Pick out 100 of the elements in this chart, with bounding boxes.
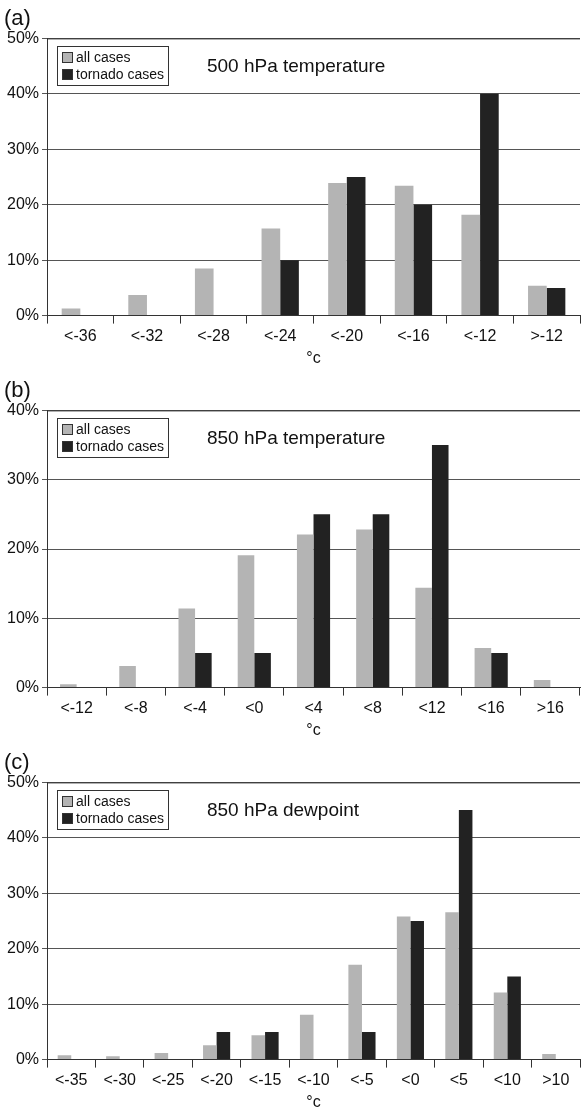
x-axis-title: °c bbox=[306, 720, 321, 738]
y-tick-label: 20% bbox=[6, 195, 40, 213]
x-tick-label: <16 bbox=[477, 698, 505, 716]
x-tick-label: <-25 bbox=[151, 1070, 185, 1088]
bar bbox=[194, 268, 214, 316]
bar bbox=[106, 1056, 120, 1060]
chart-title: (c) bbox=[4, 749, 30, 775]
bar bbox=[216, 1031, 231, 1060]
bar bbox=[361, 1031, 376, 1060]
x-tick-label: >-12 bbox=[530, 326, 564, 344]
bar bbox=[491, 652, 508, 688]
x-tick-label: <-20 bbox=[200, 1070, 233, 1088]
bar bbox=[265, 1031, 279, 1060]
x-tick-label: >16 bbox=[536, 698, 565, 716]
y-tick-label: 20% bbox=[6, 539, 40, 557]
x-tick-label: <-16 bbox=[397, 326, 430, 344]
bar bbox=[195, 652, 212, 688]
y-tick-label: 40% bbox=[6, 828, 40, 846]
text: 500 hPa temperature bbox=[206, 54, 386, 76]
y-tick-label: 0% bbox=[15, 678, 40, 696]
bar bbox=[178, 608, 196, 688]
bar bbox=[203, 1045, 217, 1060]
chart-title: (b) bbox=[4, 377, 31, 403]
x-tick-label: <-12 bbox=[60, 698, 93, 716]
bar bbox=[313, 514, 331, 688]
bar bbox=[328, 183, 347, 316]
y-tick-label: 0% bbox=[15, 1050, 40, 1068]
bar bbox=[346, 177, 366, 316]
x-tick-label: <-8 bbox=[124, 698, 148, 716]
x-tick-label: <0 bbox=[401, 1070, 420, 1088]
bar bbox=[410, 921, 424, 1060]
x-tick-label: <8 bbox=[363, 698, 382, 716]
y-tick-label: 30% bbox=[6, 883, 40, 901]
x-tick-label: <-15 bbox=[248, 1070, 282, 1088]
x-tick-label: <-36 bbox=[64, 326, 97, 344]
bar bbox=[119, 666, 136, 688]
x-tick-label: <12 bbox=[418, 698, 446, 716]
bar bbox=[480, 93, 499, 316]
bar bbox=[280, 260, 299, 316]
bar bbox=[528, 285, 547, 316]
y-tick-label: 0% bbox=[15, 306, 40, 324]
bar bbox=[61, 308, 81, 316]
bar bbox=[533, 679, 551, 688]
y-tick-label: 30% bbox=[6, 139, 40, 157]
bar bbox=[296, 534, 314, 688]
legend-label: all cases bbox=[76, 421, 131, 439]
x-tick-label: <-12 bbox=[463, 326, 497, 344]
bar bbox=[237, 555, 255, 688]
bar bbox=[154, 1052, 169, 1060]
text: 850 hPa dewpoint bbox=[206, 798, 360, 820]
x-axis-title: °c bbox=[306, 348, 321, 366]
bar bbox=[507, 976, 521, 1060]
bar bbox=[348, 964, 362, 1060]
bar bbox=[474, 648, 492, 688]
bar bbox=[60, 684, 77, 688]
x-tick-label: <-30 bbox=[103, 1070, 137, 1088]
x-tick-label: >10 bbox=[542, 1070, 570, 1088]
bar bbox=[413, 204, 433, 316]
bar bbox=[261, 228, 281, 316]
x-tick-label: <-24 bbox=[263, 326, 297, 344]
legend-label: tornado cases bbox=[76, 66, 164, 84]
y-tick-label: 20% bbox=[6, 939, 40, 957]
x-tick-label: <-10 bbox=[297, 1070, 330, 1088]
bar bbox=[546, 287, 566, 316]
x-tick-label: <5 bbox=[449, 1070, 469, 1088]
x-tick-label: <-5 bbox=[350, 1070, 374, 1088]
x-tick-label: <-4 bbox=[183, 698, 207, 716]
bar bbox=[356, 529, 373, 688]
x-tick-label: <4 bbox=[304, 698, 323, 716]
y-tick-label: 10% bbox=[6, 994, 40, 1012]
legend-label: tornado cases bbox=[76, 810, 164, 828]
x-tick-label: <0 bbox=[245, 698, 264, 716]
bar bbox=[254, 652, 271, 688]
y-tick-label: 40% bbox=[6, 84, 40, 102]
bar bbox=[251, 1035, 266, 1060]
chart-title: (a) bbox=[4, 5, 31, 31]
x-axis-title: °c bbox=[306, 1092, 321, 1110]
x-tick-label: <-20 bbox=[330, 326, 364, 344]
x-tick-label: <10 bbox=[493, 1070, 521, 1088]
bar bbox=[461, 214, 481, 316]
legend-label: all cases bbox=[76, 49, 131, 67]
y-tick-label: 10% bbox=[6, 250, 40, 268]
text: 850 hPa temperature bbox=[206, 426, 386, 448]
legend-label: all cases bbox=[76, 793, 131, 811]
legend-label: tornado cases bbox=[76, 438, 164, 456]
y-tick-label: 10% bbox=[6, 608, 40, 626]
bar bbox=[431, 445, 449, 688]
bar bbox=[493, 992, 508, 1060]
bar bbox=[299, 1014, 314, 1060]
y-tick-label: 30% bbox=[6, 470, 40, 488]
bar bbox=[394, 185, 414, 316]
x-tick-label: <-32 bbox=[130, 326, 164, 344]
bar bbox=[445, 912, 459, 1060]
x-tick-label: <-35 bbox=[55, 1070, 88, 1088]
bar bbox=[57, 1055, 72, 1060]
bar bbox=[396, 916, 411, 1060]
bar bbox=[372, 514, 390, 688]
bar bbox=[415, 587, 432, 688]
bar bbox=[542, 1054, 556, 1060]
bar bbox=[128, 295, 147, 316]
